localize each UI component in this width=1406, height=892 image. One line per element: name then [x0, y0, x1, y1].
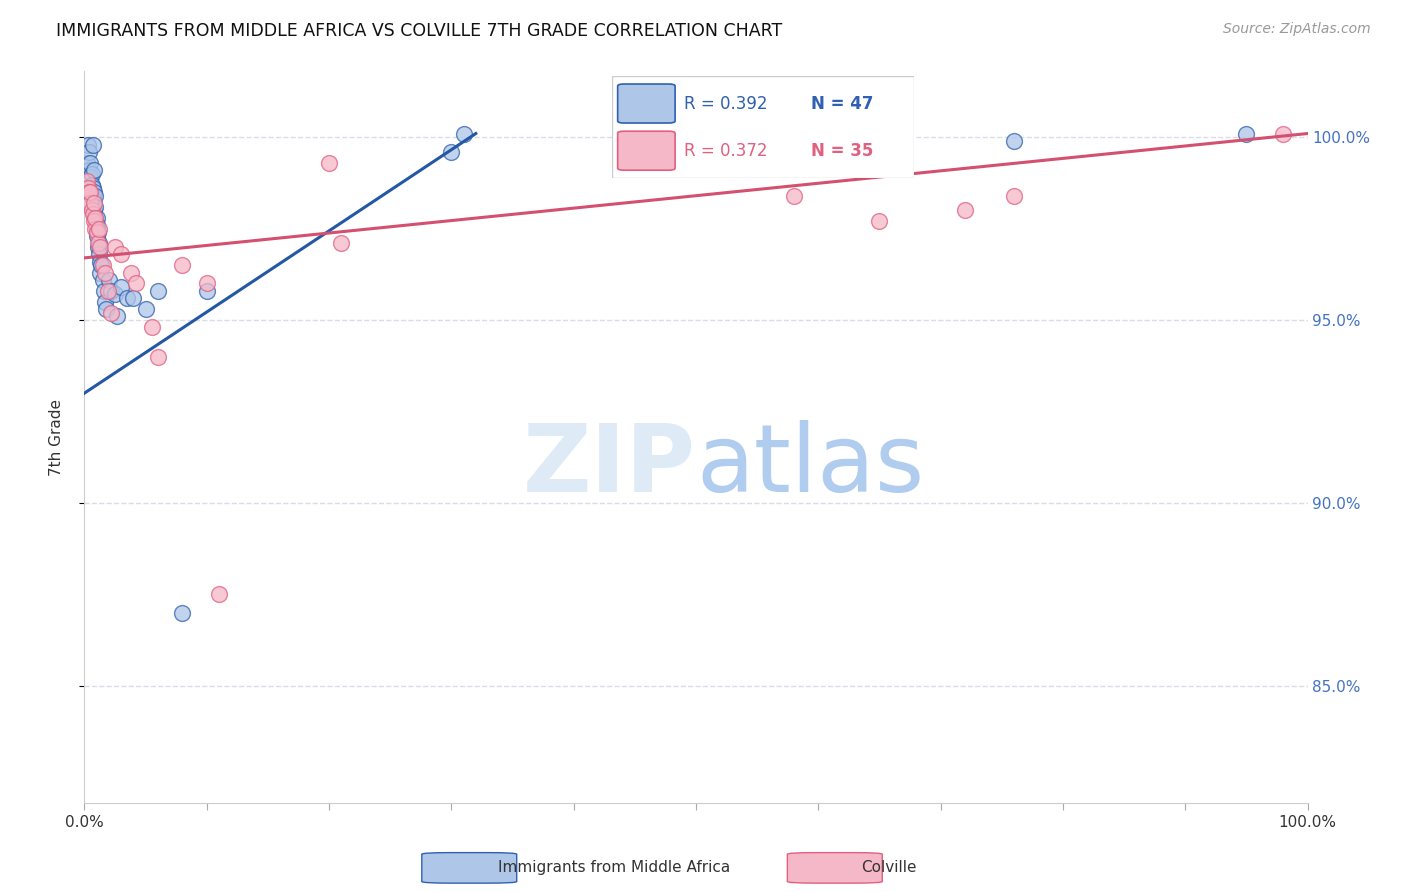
Text: IMMIGRANTS FROM MIDDLE AFRICA VS COLVILLE 7TH GRADE CORRELATION CHART: IMMIGRANTS FROM MIDDLE AFRICA VS COLVILL…: [56, 22, 783, 40]
Text: atlas: atlas: [696, 420, 924, 512]
Point: [1002, 134, 1025, 148]
Point: [120, 266, 142, 280]
Point: [79, 196, 101, 211]
Point: [87, 225, 110, 239]
Point: [79, 185, 101, 199]
Point: [86, 229, 108, 244]
Point: [90, 258, 112, 272]
FancyBboxPatch shape: [617, 84, 675, 123]
FancyBboxPatch shape: [787, 853, 883, 883]
Point: [208, 587, 231, 601]
Point: [783, 188, 806, 202]
Point: [146, 284, 169, 298]
Point: [83, 163, 105, 178]
Text: R = 0.372: R = 0.372: [685, 142, 768, 160]
Point: [115, 291, 138, 305]
Point: [80, 178, 103, 192]
Point: [86, 218, 108, 232]
Point: [83, 203, 105, 218]
Point: [84, 200, 107, 214]
Point: [100, 306, 122, 320]
Point: [89, 254, 111, 268]
Point: [83, 196, 105, 211]
Point: [104, 240, 127, 254]
Point: [953, 203, 976, 218]
Point: [76, 174, 98, 188]
Text: Immigrants from Middle Africa: Immigrants from Middle Africa: [498, 860, 730, 875]
Text: Colville: Colville: [860, 860, 917, 875]
Point: [77, 163, 100, 178]
FancyBboxPatch shape: [612, 76, 914, 178]
Point: [82, 207, 104, 221]
Point: [97, 284, 120, 298]
Point: [195, 284, 218, 298]
Point: [97, 273, 120, 287]
Point: [84, 221, 107, 235]
Point: [76, 155, 98, 169]
Point: [172, 258, 194, 272]
Point: [87, 221, 110, 235]
Point: [125, 277, 148, 291]
Point: [104, 287, 127, 301]
Point: [79, 155, 101, 169]
Point: [77, 181, 100, 195]
Point: [453, 127, 475, 141]
Point: [146, 350, 169, 364]
Point: [93, 284, 115, 298]
Point: [105, 310, 128, 324]
Point: [80, 167, 103, 181]
Point: [77, 137, 100, 152]
FancyBboxPatch shape: [617, 131, 675, 170]
Text: R = 0.392: R = 0.392: [685, 95, 768, 112]
Point: [110, 247, 132, 261]
Point: [82, 181, 104, 195]
Point: [110, 280, 132, 294]
FancyBboxPatch shape: [422, 853, 517, 883]
Point: [77, 185, 100, 199]
Text: Source: ZipAtlas.com: Source: ZipAtlas.com: [1223, 22, 1371, 37]
Text: ZIP: ZIP: [523, 420, 696, 512]
Point: [172, 606, 194, 620]
Point: [80, 203, 103, 218]
Point: [82, 137, 104, 152]
Point: [135, 302, 157, 317]
Point: [91, 258, 114, 272]
Point: [100, 284, 122, 298]
Point: [87, 236, 110, 251]
Point: [86, 221, 108, 235]
Text: N = 35: N = 35: [811, 142, 873, 160]
Point: [330, 236, 353, 251]
Point: [869, 214, 891, 228]
Point: [318, 155, 340, 169]
Point: [82, 193, 104, 207]
Point: [87, 247, 110, 261]
Point: [94, 266, 117, 280]
Point: [1272, 127, 1295, 141]
Point: [84, 211, 107, 225]
Point: [83, 214, 105, 228]
Point: [84, 211, 107, 225]
Point: [1002, 188, 1025, 202]
Y-axis label: 7th Grade: 7th Grade: [49, 399, 63, 475]
Point: [96, 302, 118, 317]
Text: N = 47: N = 47: [811, 95, 873, 112]
Point: [87, 240, 110, 254]
Point: [89, 266, 111, 280]
Point: [86, 225, 108, 239]
Point: [1236, 127, 1258, 141]
Point: [79, 170, 101, 185]
Point: [195, 277, 218, 291]
Point: [84, 188, 107, 202]
Point: [86, 211, 108, 225]
Point: [91, 273, 114, 287]
Point: [94, 294, 117, 309]
Point: [89, 240, 111, 254]
Point: [77, 145, 100, 159]
Point: [141, 320, 163, 334]
Point: [83, 185, 105, 199]
Point: [440, 145, 463, 159]
Point: [87, 236, 110, 251]
Point: [122, 291, 145, 305]
